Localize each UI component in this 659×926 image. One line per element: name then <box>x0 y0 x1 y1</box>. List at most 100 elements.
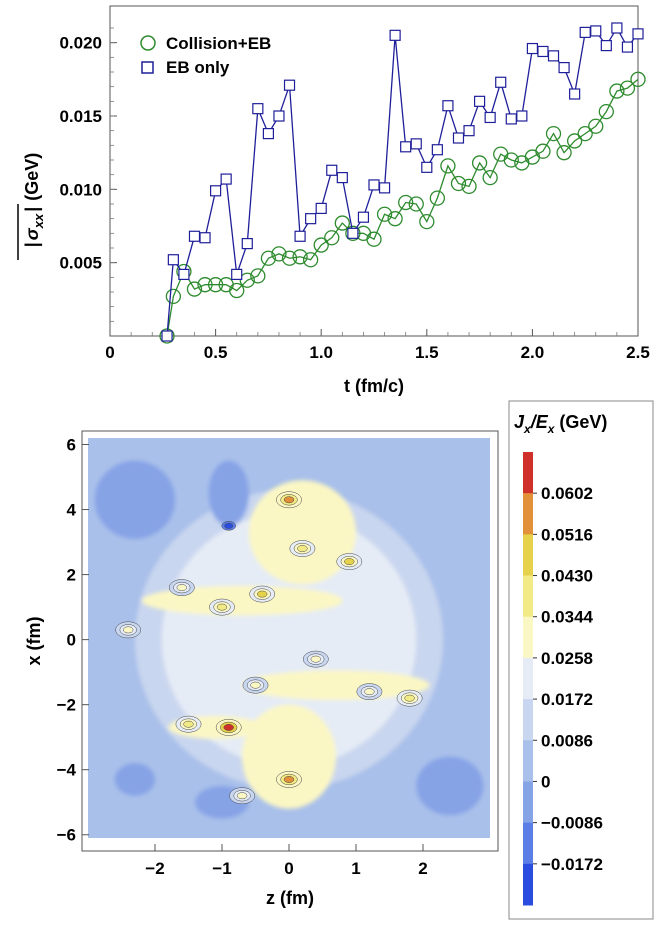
data-point-eb <box>167 254 179 266</box>
colorbar-label: −0.0086 <box>541 814 603 833</box>
contour-region-high <box>248 480 356 585</box>
data-point-eb <box>474 95 486 107</box>
data-point-eb <box>305 213 317 225</box>
data-point-collision <box>207 277 224 293</box>
colorbar-label: 0.0086 <box>541 731 593 750</box>
colorbar-band <box>523 493 533 535</box>
data-point-eb <box>199 232 211 244</box>
contour-hotspot <box>123 626 134 634</box>
svg-text:|σxx|(GeV): |σxx|(GeV) <box>22 153 46 248</box>
x-axis-ticks: 0 0.5 1.0 1.5 2.0 2.5 <box>105 329 650 362</box>
data-point-eb <box>421 161 433 173</box>
contour-region-high <box>242 670 430 700</box>
y-tick-label: 0.020 <box>59 34 102 53</box>
colorbar-band <box>523 863 533 906</box>
y-axis-label-sub: xx <box>31 213 46 229</box>
contour-region-negative <box>114 763 155 796</box>
data-point-collision <box>598 103 614 120</box>
data-point-eb <box>516 110 528 122</box>
y-tick-label: −6 <box>57 826 76 845</box>
x-tick-label: 1 <box>351 859 360 878</box>
data-point-collision <box>302 252 319 268</box>
colorbar-band <box>523 657 533 700</box>
data-point-eb <box>537 45 549 58</box>
data-point-collision <box>450 175 467 192</box>
y-axis-label-bar-left: | <box>22 242 42 247</box>
contour-hotspot <box>224 522 234 529</box>
data-point-eb <box>241 238 253 250</box>
data-point-collision <box>366 231 382 247</box>
data-point-collision <box>566 133 583 149</box>
colorbar-label: 0.0516 <box>541 525 593 544</box>
y-tick-label: 0.010 <box>59 180 102 199</box>
data-point-eb <box>326 164 338 176</box>
y-axis-label-sigma: σ <box>22 227 42 240</box>
data-point-eb <box>442 100 454 112</box>
y-axis-label: |σxx|(GeV) <box>17 153 46 260</box>
data-point-collision <box>313 237 329 253</box>
contour-hotspot <box>176 584 187 591</box>
data-point-eb <box>178 268 190 280</box>
data-point-collision <box>482 169 498 186</box>
data-point-collision <box>260 250 277 266</box>
data-point-collision <box>619 80 636 96</box>
colorbar-label: 0 <box>541 772 550 791</box>
data-point-collision <box>461 178 477 195</box>
contour-hotspot <box>183 720 194 728</box>
data-point-eb <box>547 50 560 62</box>
colorbar-label: −0.0172 <box>541 855 603 874</box>
data-point-collision <box>250 268 266 284</box>
data-point-eb <box>252 103 264 115</box>
colorbar-label: 0.0430 <box>541 567 593 586</box>
data-point-eb <box>600 39 612 52</box>
x-tick-label: 1.5 <box>415 343 439 362</box>
contour-region-negative <box>94 460 176 539</box>
x-tick-label: −1 <box>212 859 231 878</box>
contour-hotspot <box>297 545 308 552</box>
data-point-collision <box>588 118 604 134</box>
colorbar-band <box>523 452 533 494</box>
colorbar-title: Jx/Ex (GeV) <box>514 412 607 436</box>
contour-hotspot <box>257 590 268 598</box>
x-tick-label: 2.5 <box>626 343 650 362</box>
data-point-eb <box>569 88 581 100</box>
contour-hotspot <box>404 694 415 702</box>
data-point-eb <box>210 185 222 197</box>
colorbar-title-unit: (GeV) <box>559 412 607 432</box>
data-point-eb <box>220 173 232 185</box>
y-axis-ticks: 0.005 0.010 0.015 0.020 <box>59 27 117 322</box>
x-tick-label: −2 <box>145 859 164 878</box>
colorbar-labels: 0.0602 0.0516 0.0430 0.0344 0.0258 0.0172 0.00… <box>533 484 603 874</box>
contour-region-high <box>242 704 336 809</box>
colorbar-band <box>523 822 533 865</box>
x-tick-label: 1.0 <box>309 343 333 362</box>
data-point-eb <box>368 179 380 191</box>
data-point-eb <box>294 230 306 242</box>
data-point-eb <box>273 110 285 122</box>
colorbar-label: 0.0172 <box>541 690 593 709</box>
data-point-eb <box>558 61 570 74</box>
data-point-collision <box>609 83 625 99</box>
data-point-collision <box>503 152 519 168</box>
contour-hotspot <box>310 655 321 663</box>
x-tick-label: 0 <box>105 343 114 362</box>
legend-label-collision: Collision+EB <box>166 34 271 53</box>
data-point-collision <box>197 277 213 293</box>
contour-region-high <box>141 585 343 616</box>
contour-hotspot <box>236 792 248 800</box>
data-point-collision <box>419 213 435 230</box>
colorbar-band <box>523 699 533 741</box>
y-tick-label: −2 <box>57 696 76 715</box>
x-tick-label: 0 <box>284 859 293 878</box>
contour-hotspot <box>216 603 228 611</box>
y-axis-label-unit: (GeV) <box>22 153 42 201</box>
colorbar-bands <box>523 452 533 906</box>
colorbar-label: 0.0344 <box>541 608 594 627</box>
series-line-eb <box>166 26 639 337</box>
y-axis-ticks: −6 −4 −2 0 2 4 6 <box>57 436 89 845</box>
data-point-eb <box>400 141 412 153</box>
colorbar-band <box>523 616 533 659</box>
data-point-eb <box>611 22 623 34</box>
data-point-eb <box>161 330 173 342</box>
data-point-collision <box>334 215 350 231</box>
